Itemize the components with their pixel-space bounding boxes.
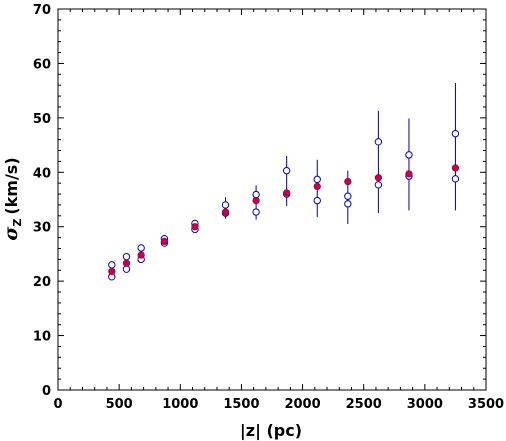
open-circle-point	[344, 192, 352, 200]
filled-circle-point	[160, 237, 168, 246]
open-circle-point	[451, 129, 460, 138]
open-circle-point	[252, 208, 260, 216]
x-tick-labels: 0 500 1000 1500 2000 2500 3000 3500	[53, 397, 504, 412]
data-markers	[108, 129, 460, 281]
y-axis-label-subscript: Z	[11, 219, 24, 227]
open-circle-point	[122, 265, 131, 273]
y-tick-label: 70	[33, 3, 51, 18]
open-circle-point	[405, 151, 413, 159]
open-circle-point	[252, 190, 260, 199]
open-circle-point	[374, 181, 383, 189]
y-tick-label: 40	[33, 166, 51, 181]
open-circle-point	[108, 261, 116, 269]
major-ticks	[57, 8, 487, 391]
x-tick-label: 1500	[223, 397, 259, 412]
x-tick-label: 2000	[284, 397, 320, 412]
filled-circle-point	[221, 208, 230, 216]
open-circle-point	[313, 175, 321, 184]
filled-circle-point	[191, 223, 199, 231]
open-circle-point	[451, 175, 460, 183]
x-axis-label: |z| (pc)	[240, 421, 302, 441]
x-tick-label: 0	[53, 397, 62, 412]
open-circle-point	[221, 201, 230, 209]
y-axis-label-units: (km/s)	[2, 157, 21, 214]
open-circle-point	[137, 244, 145, 252]
filled-circle-point	[344, 177, 352, 186]
error-bars	[111, 83, 456, 277]
filled-circle-point	[374, 174, 382, 182]
x-tick-label: 3000	[407, 397, 443, 412]
filled-circle-point	[313, 182, 321, 191]
open-circle-point	[122, 252, 131, 261]
y-tick-label: 30	[33, 221, 51, 236]
y-axis-label: σZ (km/s)	[0, 157, 24, 240]
open-circle-point	[313, 196, 321, 205]
plot-frame	[57, 8, 487, 391]
y-tick-label: 10	[33, 330, 51, 345]
y-tick-labels: 0 10 20 30 40 50 60 70	[33, 3, 51, 399]
y-axis-label-symbol: σ	[0, 226, 22, 241]
filled-circle-point	[137, 251, 145, 259]
open-circle-point	[282, 166, 291, 175]
filled-circle-point	[108, 267, 116, 275]
y-tick-label: 50	[33, 112, 51, 127]
x-tick-label: 2500	[346, 397, 382, 412]
x-tick-label: 3500	[468, 397, 504, 412]
x-tick-label: 500	[106, 397, 133, 412]
y-tick-label: 60	[33, 57, 51, 72]
y-tick-label: 20	[33, 275, 51, 290]
open-circle-point	[374, 138, 383, 146]
minor-ticks	[58, 9, 486, 390]
filled-circle-point	[451, 164, 460, 172]
filled-circle-point	[405, 170, 413, 178]
filled-circle-point	[283, 189, 291, 197]
y-tick-label: 0	[42, 384, 51, 399]
open-circle-point	[344, 200, 352, 208]
filled-circle-point	[122, 259, 131, 267]
x-tick-label: 1000	[162, 397, 198, 412]
filled-circle-point	[252, 196, 260, 205]
